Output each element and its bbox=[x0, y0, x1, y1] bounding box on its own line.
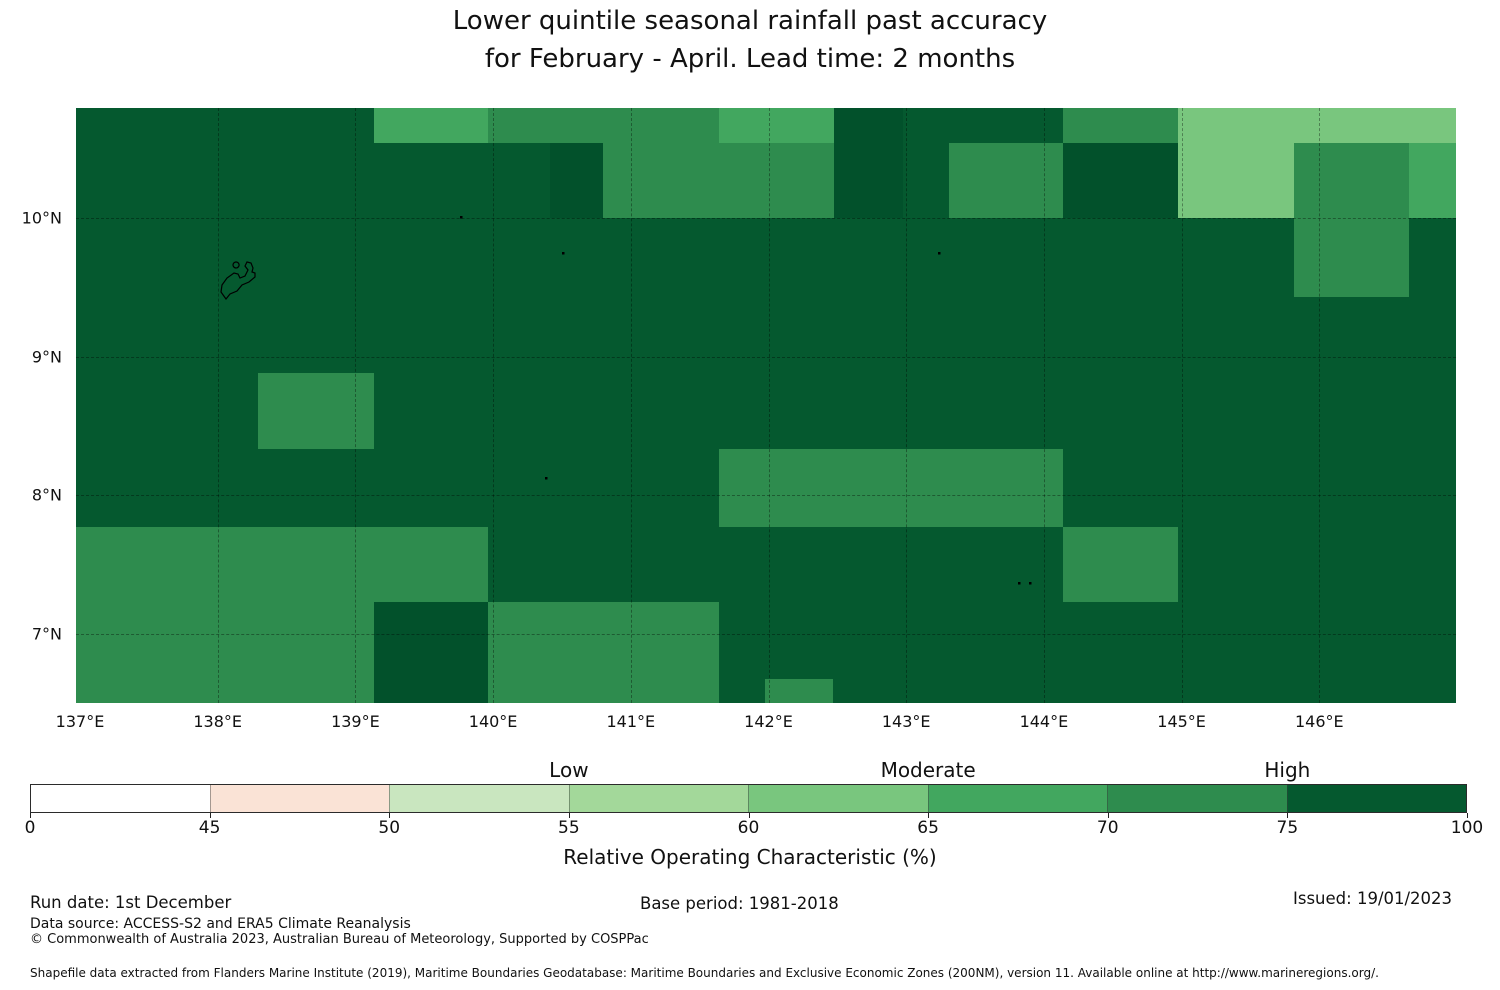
x-axis-tick-label: 138°E bbox=[193, 712, 243, 731]
islet-speck bbox=[1029, 582, 1032, 585]
colorbar-segment bbox=[389, 785, 569, 812]
colorbar-tick-label: 100 bbox=[1450, 818, 1484, 838]
colorbar-tick-mark bbox=[209, 813, 211, 818]
heatmap-cell bbox=[488, 108, 719, 143]
colorbar-tick-label: 50 bbox=[378, 818, 401, 838]
colorbar-segment bbox=[927, 785, 1107, 812]
heatmap-cell bbox=[765, 679, 833, 703]
heatmap-cell bbox=[719, 449, 1063, 527]
meridian-gridline bbox=[769, 108, 770, 703]
islet-speck bbox=[460, 216, 463, 219]
colorbar-zone-label: Moderate bbox=[880, 758, 976, 782]
heatmap-cell bbox=[374, 108, 488, 143]
colorbar-tick-label: 0 bbox=[24, 818, 36, 838]
heatmap-cell bbox=[603, 143, 834, 218]
heatmap-cell bbox=[258, 373, 374, 449]
heatmap-cell bbox=[550, 143, 603, 218]
x-axis-tick-label: 145°E bbox=[1157, 712, 1206, 731]
x-axis-tick-label: 144°E bbox=[1019, 712, 1069, 731]
parallel-gridline bbox=[76, 218, 1456, 219]
heatmap-cell bbox=[1294, 143, 1409, 297]
x-axis-tick-label: 137°E bbox=[55, 712, 105, 731]
base-period-text: Base period: 1981-2018 bbox=[640, 894, 839, 913]
islet-speck bbox=[545, 477, 548, 480]
meridian-gridline bbox=[631, 108, 632, 703]
meridian-gridline bbox=[1182, 108, 1183, 703]
heatmap-cell bbox=[76, 527, 488, 602]
islet-speck bbox=[562, 252, 565, 255]
island-outlines bbox=[220, 216, 1032, 585]
meridian-gridline bbox=[218, 108, 219, 703]
colorbar-zone-label: High bbox=[1264, 758, 1311, 782]
parallel-gridline bbox=[76, 495, 1456, 496]
colorbar-zone-label: Low bbox=[549, 758, 589, 782]
chart-title-line1: Lower quintile seasonal rainfall past ac… bbox=[452, 6, 1048, 36]
heatmap-cell bbox=[1063, 527, 1178, 602]
colorbar-tick-label: 70 bbox=[1096, 818, 1119, 838]
x-axis-tick-label: 140°E bbox=[468, 712, 518, 731]
heatmap-cell bbox=[1178, 143, 1294, 218]
heatmap-cell bbox=[1063, 143, 1178, 218]
colorbar-tick-mark bbox=[1107, 813, 1109, 818]
colorbar bbox=[30, 784, 1467, 813]
heatmap-cell bbox=[1063, 108, 1178, 143]
colorbar-segment bbox=[1286, 785, 1466, 812]
y-axis-tick-label: 7°N bbox=[31, 624, 62, 643]
colorbar-tick-mark bbox=[30, 813, 31, 818]
islet-speck bbox=[1018, 582, 1021, 585]
colorbar-tick-label: 45 bbox=[198, 818, 221, 838]
meridian-gridline bbox=[493, 108, 494, 703]
heatmap-cell bbox=[949, 143, 1063, 218]
heatmap-cell bbox=[76, 602, 374, 703]
colorbar-segment bbox=[568, 785, 748, 812]
colorbar-segment bbox=[209, 785, 389, 812]
shapefile-attribution-text: Shapefile data extracted from Flanders M… bbox=[30, 966, 1379, 980]
copyright-text: © Commonwealth of Australia 2023, Austra… bbox=[30, 932, 649, 947]
parallel-gridline bbox=[76, 357, 1456, 358]
x-axis-tick-label: 139°E bbox=[331, 712, 380, 731]
heatmap-panel bbox=[76, 108, 1456, 703]
colorbar-tick-mark bbox=[928, 813, 930, 818]
chart-title: Lower quintile seasonal rainfall past ac… bbox=[0, 2, 1500, 78]
heatmap-cell bbox=[1409, 143, 1456, 218]
y-axis-tick-label: 10°N bbox=[21, 208, 62, 228]
heatmap-cell bbox=[488, 602, 719, 703]
colorbar-axis-label: Relative Operating Characteristic (%) bbox=[563, 845, 937, 869]
meridian-gridline bbox=[355, 108, 356, 703]
palau-island-outline bbox=[220, 261, 256, 300]
meridian-gridline bbox=[906, 108, 907, 703]
colorbar-segment bbox=[1107, 785, 1287, 812]
colorbar-tick-mark bbox=[568, 813, 570, 818]
heatmap-cell bbox=[374, 602, 488, 703]
colorbar-tick-mark bbox=[389, 813, 391, 818]
colorbar-segment bbox=[748, 785, 928, 812]
islet-speck bbox=[938, 252, 941, 255]
run-date-text: Run date: 1st December bbox=[30, 893, 232, 912]
colorbar-tick-mark bbox=[1287, 813, 1289, 818]
heatmap-cell bbox=[719, 108, 834, 143]
x-axis-tick-label: 146°E bbox=[1294, 712, 1344, 731]
colorbar-tick-mark bbox=[748, 813, 750, 818]
colorbar-tick-mark bbox=[1467, 813, 1468, 818]
colorbar-tick-label: 60 bbox=[737, 818, 760, 838]
x-axis-tick-label: 143°E bbox=[881, 712, 931, 731]
x-axis-tick-label: 142°E bbox=[744, 712, 793, 731]
colorbar-tick-label: 65 bbox=[917, 818, 939, 838]
data-source-text: Data source: ACCESS-S2 and ERA5 Climate … bbox=[30, 916, 411, 932]
issued-text: Issued: 19/01/2023 bbox=[1293, 889, 1453, 908]
colorbar-tick-label: 55 bbox=[558, 818, 580, 838]
parallel-gridline bbox=[76, 634, 1456, 635]
meridian-gridline bbox=[1044, 108, 1045, 703]
heatmap-cell bbox=[834, 108, 903, 218]
y-axis-tick-label: 9°N bbox=[31, 347, 62, 366]
y-axis-tick-label: 8°N bbox=[31, 485, 62, 505]
heatmap-cell bbox=[1178, 108, 1456, 143]
colorbar-segment bbox=[31, 785, 210, 812]
colorbar-tick-label: 75 bbox=[1276, 818, 1299, 838]
meridian-gridline bbox=[1319, 108, 1320, 703]
x-axis-tick-label: 141°E bbox=[606, 712, 656, 731]
chart-title-line2: for February - April. Lead time: 2 month… bbox=[484, 44, 1016, 74]
